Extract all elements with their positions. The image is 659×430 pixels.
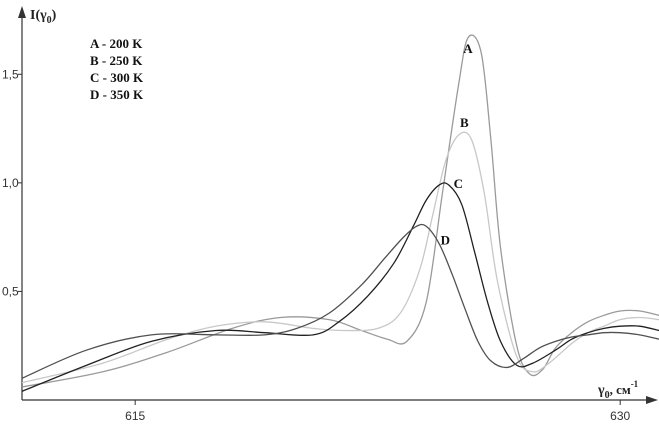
x-axis-label-sup: -1	[631, 379, 639, 389]
x-axis-label: γ0, см-1	[597, 379, 639, 401]
y-tick-label: 1,5	[2, 67, 19, 81]
y-axis-label-main: I(γ	[30, 8, 47, 23]
curve-label-a: A	[463, 41, 473, 56]
curve-label-d: D	[441, 232, 450, 247]
series-line-d	[21, 223, 659, 379]
x-axis-label-unit: , см	[610, 382, 631, 397]
legend-entry-a: A - 200 K	[90, 36, 143, 51]
curve-label-b: B	[460, 115, 469, 130]
x-axis-label-main: γ	[597, 383, 605, 398]
x-tick-label: 615	[125, 409, 145, 423]
x-tick-label: 630	[610, 409, 630, 423]
series-line-c	[21, 182, 659, 392]
series-line-a	[21, 34, 659, 388]
legend-entry-c: C - 300 K	[90, 70, 144, 85]
ticks-layer: 615 630 0,5 1,0 1,5	[2, 67, 631, 423]
y-axis-label: I(γ0)	[30, 8, 57, 26]
y-tick-label: 0,5	[2, 284, 19, 298]
y-axis-arrow	[18, 6, 26, 18]
curve-label-c: C	[454, 176, 463, 191]
legend-entry-d: D - 350 K	[90, 87, 144, 102]
y-axis-label-sub: 0	[47, 15, 52, 26]
legend-entry-b: B - 250 K	[90, 53, 143, 68]
y-tick-label: 1,0	[2, 176, 19, 190]
curve-labels-layer: A B C D	[441, 41, 474, 247]
x-axis-label-sub: 0	[605, 390, 610, 401]
series-layer	[21, 34, 659, 392]
x-axis-arrow	[646, 396, 658, 404]
y-axis-label-close: )	[52, 8, 57, 23]
legend: A - 200 K B - 250 K C - 300 K D - 350 K	[90, 36, 144, 102]
